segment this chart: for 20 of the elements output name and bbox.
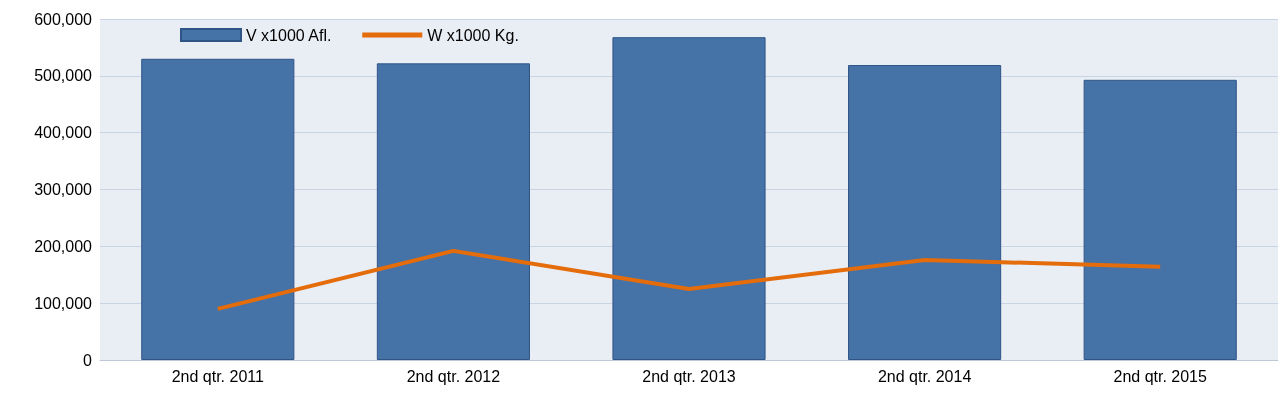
bar	[848, 65, 1002, 360]
x-tick-label: 2nd qtr. 2014	[877, 367, 972, 385]
y-tick-label: 500,000	[34, 67, 93, 85]
bar	[1083, 79, 1237, 360]
x-tick-label: 2nd qtr. 2012	[406, 367, 501, 385]
bar	[612, 37, 766, 360]
line-series	[215, 248, 1163, 311]
y-tick-label: 100,000	[34, 294, 93, 312]
bar	[141, 58, 295, 360]
x-tick-label: 2nd qtr. 2013	[642, 367, 736, 385]
y-tick-label: 200,000	[34, 237, 93, 255]
legend-label: V x1000 Afl.	[246, 26, 332, 44]
y-tick-label: 600,000	[34, 10, 93, 28]
bar	[376, 63, 530, 360]
x-tick-label: 2nd qtr. 2011	[171, 367, 265, 385]
y-tick-label: 300,000	[34, 181, 93, 198]
y-tick-label: 400,000	[34, 124, 93, 142]
legend-label: W x1000 Kg.	[427, 26, 519, 44]
x-tick-label: 2nd qtr. 2015	[1113, 367, 1207, 385]
y-tick-label: 0	[83, 351, 93, 369]
